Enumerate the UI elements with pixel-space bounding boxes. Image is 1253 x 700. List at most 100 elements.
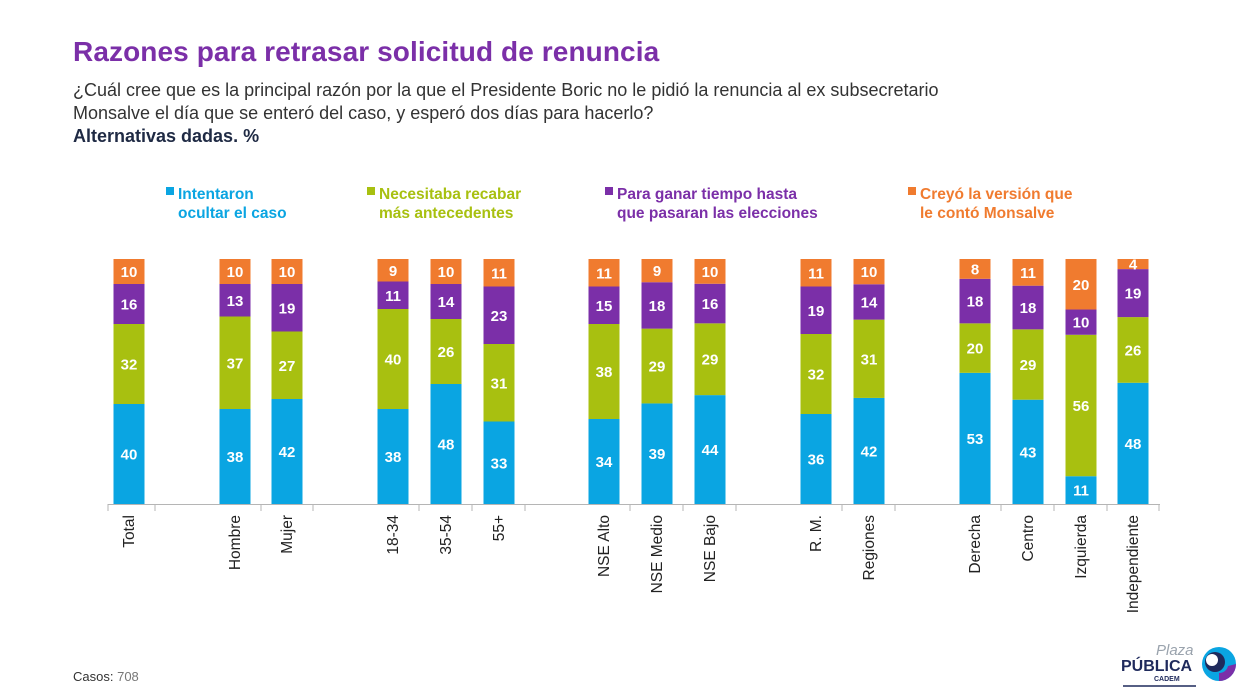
data-label: 14 [438, 294, 455, 311]
bar-segment [694, 259, 726, 284]
bar-segment [483, 259, 515, 287]
bar-segment [588, 419, 620, 504]
question-text: ¿Cuál cree que es la principal razón por… [73, 80, 939, 123]
bar-segment [641, 259, 673, 283]
legend-label: Intentaron [178, 186, 254, 203]
data-label: 38 [596, 364, 613, 381]
category-label: 18-34 [385, 515, 402, 555]
legend-item: Para ganar tiempo hasta que pasaran las e… [605, 186, 818, 222]
data-label: 48 [438, 437, 455, 454]
data-label: 31 [491, 375, 508, 392]
data-label: 42 [279, 444, 296, 461]
data-label: 8 [971, 261, 979, 278]
category-label: Derecha [967, 515, 984, 574]
data-label: 38 [227, 449, 244, 466]
data-label: 33 [491, 455, 508, 472]
category-label: NSE Medio [649, 515, 666, 593]
bar-segment [694, 283, 726, 324]
data-label: 27 [279, 358, 296, 375]
sample-size: Casos: 708 [73, 669, 139, 684]
bar-segment [1065, 334, 1097, 477]
bar-segment [377, 259, 409, 282]
legend-swatch [367, 187, 375, 195]
bar-segment [271, 284, 303, 332]
data-label: 42 [861, 443, 878, 460]
data-label: 26 [1125, 342, 1142, 359]
bar-segment [430, 319, 462, 384]
bar-segment [641, 403, 673, 504]
data-label: 10 [702, 264, 719, 281]
bar-segment [641, 328, 673, 404]
bar-segment [113, 284, 145, 324]
bar-segment [483, 344, 515, 422]
data-label: 11 [1020, 265, 1036, 282]
legend-item: Intentaron ocultar el caso [166, 186, 287, 222]
legend-label: le contó Monsalve [920, 205, 1055, 222]
data-label: 16 [702, 296, 719, 313]
bar-segment [430, 284, 462, 319]
bar-segment [694, 323, 726, 396]
bar-segment [853, 259, 885, 285]
data-label: 4 [1129, 257, 1138, 274]
bar-segment [588, 286, 620, 324]
bar-segment [1117, 382, 1149, 504]
logo-swirl-icon [1202, 647, 1236, 681]
data-label: 10 [438, 264, 455, 281]
data-label: 10 [227, 264, 244, 281]
legend-label: ocultar el caso [178, 205, 287, 222]
data-label: 9 [389, 263, 397, 280]
data-label: 18 [649, 298, 666, 315]
bar-segment [694, 395, 726, 504]
bar-segment [588, 259, 620, 287]
data-label: 29 [1020, 357, 1037, 374]
data-label: 11 [491, 265, 507, 282]
bar-segment [959, 372, 991, 504]
data-label: 19 [1125, 286, 1142, 303]
legend-swatch [166, 187, 174, 195]
bar-segment [588, 324, 620, 419]
data-label: 44 [702, 442, 719, 459]
bar-segment [430, 384, 462, 504]
category-label: 55+ [491, 515, 508, 541]
legend-swatch [605, 187, 613, 195]
sample-size-value: 708 [117, 669, 139, 684]
bar-segment [271, 399, 303, 504]
data-label: 18 [967, 294, 984, 311]
category-label: Independiente [1125, 515, 1142, 613]
bar-segment [219, 409, 251, 504]
legend-label: Para ganar tiempo hasta [617, 186, 797, 203]
category-label: Izquierda [1073, 515, 1090, 579]
data-label: 53 [967, 431, 984, 448]
legend-label: Necesitaba recabar [379, 186, 521, 203]
bar-segment [800, 286, 832, 334]
stacked-bar-chart: Intentaron ocultar el caso Necesitaba reca… [107, 186, 1160, 613]
bar-segment [1117, 269, 1149, 318]
category-label: Regiones [861, 515, 878, 581]
sample-size-label: Casos: [73, 669, 114, 684]
bar-segment [113, 324, 145, 404]
bar-segment [800, 259, 832, 287]
bar-segment [1012, 259, 1044, 286]
data-label: 56 [1073, 398, 1090, 415]
bar-segment [853, 284, 885, 320]
legend-swatch [908, 187, 916, 195]
category-label: Hombre [227, 515, 244, 570]
bar-segment [1065, 309, 1097, 335]
bar-segment [959, 278, 991, 324]
logo-text-publica: PÚBLICA [1121, 656, 1193, 675]
legend-label: Creyó la versión que [920, 186, 1073, 203]
bar-segment [271, 331, 303, 399]
data-label: 10 [279, 264, 296, 281]
data-label: 39 [649, 446, 666, 463]
bar-segment [641, 282, 673, 329]
data-label: 9 [653, 263, 661, 280]
data-label: 40 [385, 352, 402, 369]
bar-segment [271, 259, 303, 284]
data-label: 13 [227, 293, 244, 310]
bar-segment [1117, 259, 1149, 270]
legend-item: Necesitaba recabar más antecedentes [367, 186, 521, 222]
data-label: 32 [121, 357, 138, 374]
bar-segment [1065, 476, 1097, 504]
data-label: 18 [1020, 300, 1037, 317]
bar-segment [959, 323, 991, 373]
